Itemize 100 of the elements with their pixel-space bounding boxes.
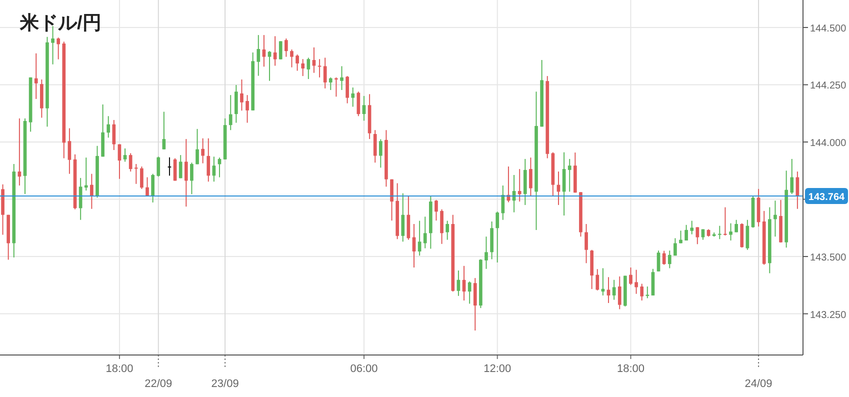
x-tick-label: 22/09: [144, 378, 172, 390]
candlestick: [178, 154, 182, 179]
y-tick-label: 144.250: [810, 80, 847, 92]
candlestick: [162, 111, 166, 150]
candlestick: [774, 200, 777, 238]
candlestick: [106, 116, 110, 138]
text: 米ドル/円: [19, 12, 102, 34]
candlestick: [151, 173, 154, 203]
candlestick: [634, 269, 638, 294]
candlestick: [112, 120, 116, 151]
candlestick: [456, 270, 460, 296]
y-tick-label: 143.250: [810, 310, 847, 321]
candlestick: [724, 206, 727, 236]
candlestick: [734, 219, 738, 233]
candlestick: [156, 156, 160, 178]
candlestick: [446, 220, 450, 240]
candlestick: [668, 250, 672, 269]
candlestick: [434, 199, 438, 222]
candlestick: [240, 78, 244, 112]
candlestick: [362, 95, 366, 122]
candlestick: [278, 40, 282, 60]
candlestick: [440, 208, 444, 244]
y-tick-label: 144.500: [810, 23, 847, 34]
candlestick: [612, 279, 616, 300]
candlestick: [568, 158, 572, 192]
candlestick: [68, 128, 72, 174]
candlestick: [656, 250, 660, 272]
candlestick: [596, 268, 600, 291]
candlestick: [473, 278, 477, 331]
candlestick: [696, 226, 700, 245]
x-tick-label: 23/09: [211, 378, 239, 390]
candlestick: [618, 276, 622, 310]
candlestick: [296, 54, 299, 72]
x-tick-label: 18:00: [616, 363, 644, 375]
x-tick-label: 18:00: [106, 363, 134, 375]
candlestick: [323, 57, 327, 89]
candlestick: [146, 176, 149, 196]
candlestick: [334, 76, 338, 98]
candlestick: [501, 185, 505, 220]
candlestick: [290, 48, 294, 68]
candlestick: [346, 76, 349, 104]
candlestick: [423, 216, 427, 249]
candlestick: [584, 223, 588, 264]
candlestick: [378, 138, 382, 168]
candlestick: [401, 192, 405, 242]
candlestick: [640, 283, 644, 301]
candlestick: [168, 156, 172, 176]
candlestick: [284, 38, 288, 58]
candlestick: [128, 152, 132, 172]
candlestick: [140, 166, 144, 190]
candlestick: [190, 162, 194, 195]
candlestick: [34, 52, 38, 100]
candlestick: [684, 224, 688, 241]
candlestick: [496, 211, 500, 263]
candlestick: [301, 58, 305, 77]
candlestick: [746, 219, 750, 250]
candlestick: [234, 84, 238, 124]
candlestick: [268, 50, 272, 82]
candlestick: [212, 156, 216, 182]
candlestick: [606, 276, 610, 304]
candlestick: [718, 225, 722, 240]
candlestick: [273, 36, 277, 66]
candlestick: [484, 236, 488, 270]
candlestick: [328, 76, 332, 91]
candlestick: [262, 34, 266, 68]
candlestick: [690, 220, 694, 235]
candlestick: [390, 178, 394, 222]
candlestick: [529, 157, 532, 196]
y-tick-label: 143.500: [810, 252, 847, 264]
candlestick: [679, 230, 682, 244]
candlestick: [373, 130, 377, 164]
candlestick: [206, 138, 210, 182]
candlestick: [790, 158, 794, 194]
candlestick: [56, 37, 60, 60]
ref-line-label: 143.764: [808, 192, 846, 204]
candlestick: [90, 173, 94, 210]
candlestick: [340, 66, 344, 91]
candlestick: [201, 138, 204, 164]
candlestick: [418, 220, 422, 256]
candlestick: [246, 94, 249, 124]
candlestick: [18, 118, 22, 186]
x-tick-label: 24/09: [744, 378, 772, 390]
candlestick: [646, 286, 650, 299]
candlestick: [84, 157, 88, 192]
x-tick-label: 12:00: [484, 363, 512, 375]
candlestick: [123, 148, 127, 162]
candlestick: [729, 222, 732, 241]
candlestick: [740, 222, 744, 248]
candlestick: [674, 238, 677, 256]
candlestick: [256, 34, 260, 76]
x-tick-label: 06:00: [350, 363, 378, 375]
candlestick: [306, 57, 310, 80]
candlestick: [351, 86, 355, 108]
candlestick: [134, 163, 138, 184]
y-tick-label: 144.000: [810, 138, 847, 149]
candlestick: [318, 58, 322, 78]
candlestick: [228, 94, 232, 131]
candlestick: [184, 138, 188, 208]
candlestick: [518, 168, 522, 202]
candlestick: [651, 268, 655, 296]
